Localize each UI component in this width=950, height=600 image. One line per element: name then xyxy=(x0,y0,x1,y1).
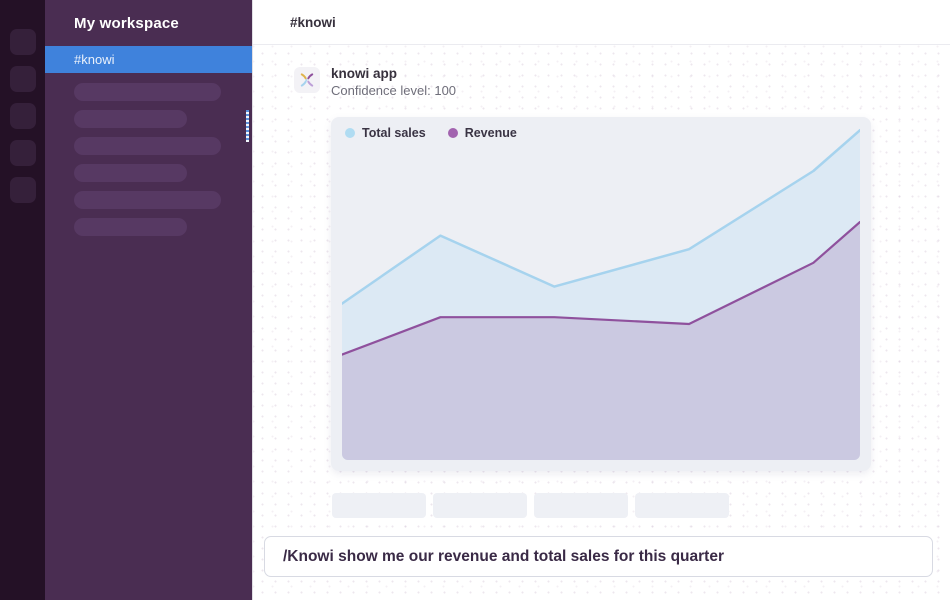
area-chart-svg xyxy=(342,128,860,460)
main-content: #knowi knowi app Confidence level: 100 T… xyxy=(252,0,950,600)
legend-label: Revenue xyxy=(464,126,517,140)
sidebar-item-knowi-label: #knowi xyxy=(74,52,115,67)
workspace-name: My workspace xyxy=(74,15,179,32)
rail-app-icon[interactable] xyxy=(9,140,36,166)
channel-title: #knowi xyxy=(290,14,336,30)
action-placeholder-button[interactable] xyxy=(332,493,426,518)
rail-app-icon[interactable] xyxy=(9,103,36,129)
sidebar-item-knowi[interactable]: #knowi xyxy=(45,46,252,73)
composer xyxy=(264,536,933,577)
knowi-logo-icon xyxy=(300,73,314,87)
legend-item: Total sales xyxy=(345,126,426,140)
legend-item: Revenue xyxy=(447,126,517,140)
action-placeholder-button[interactable] xyxy=(534,493,628,518)
chart-plot xyxy=(342,120,860,460)
sidebar-placeholder-item xyxy=(74,137,221,155)
sidebar-placeholder-item xyxy=(74,191,221,209)
composer-input[interactable] xyxy=(264,536,933,577)
action-placeholder-row xyxy=(332,493,729,518)
left-rail xyxy=(0,0,45,600)
rail-app-icon[interactable] xyxy=(9,29,36,55)
message-sender: knowi app xyxy=(331,66,398,81)
scroll-indicator[interactable] xyxy=(246,110,249,142)
sidebar: My workspace #knowi xyxy=(45,0,252,600)
confidence-text: Confidence level: 100 xyxy=(331,83,457,98)
sidebar-placeholder-item xyxy=(74,164,187,182)
sidebar-placeholder-item xyxy=(74,218,187,236)
legend-dot-icon xyxy=(345,128,355,138)
sidebar-placeholder-item xyxy=(74,110,187,128)
action-placeholder-button[interactable] xyxy=(433,493,527,518)
action-placeholder-button[interactable] xyxy=(635,493,729,518)
rail-app-icon[interactable] xyxy=(9,66,36,92)
avatar xyxy=(294,67,320,93)
sidebar-placeholder-list xyxy=(74,83,221,236)
legend-dot-icon xyxy=(447,128,458,138)
channel-header: #knowi xyxy=(253,0,950,45)
chart-legend: Total sales Revenue xyxy=(345,126,517,140)
sidebar-placeholder-item xyxy=(74,83,221,101)
chart-card: Total sales Revenue xyxy=(331,117,871,471)
legend-label: Total sales xyxy=(362,126,426,140)
rail-app-icon[interactable] xyxy=(9,177,36,203)
